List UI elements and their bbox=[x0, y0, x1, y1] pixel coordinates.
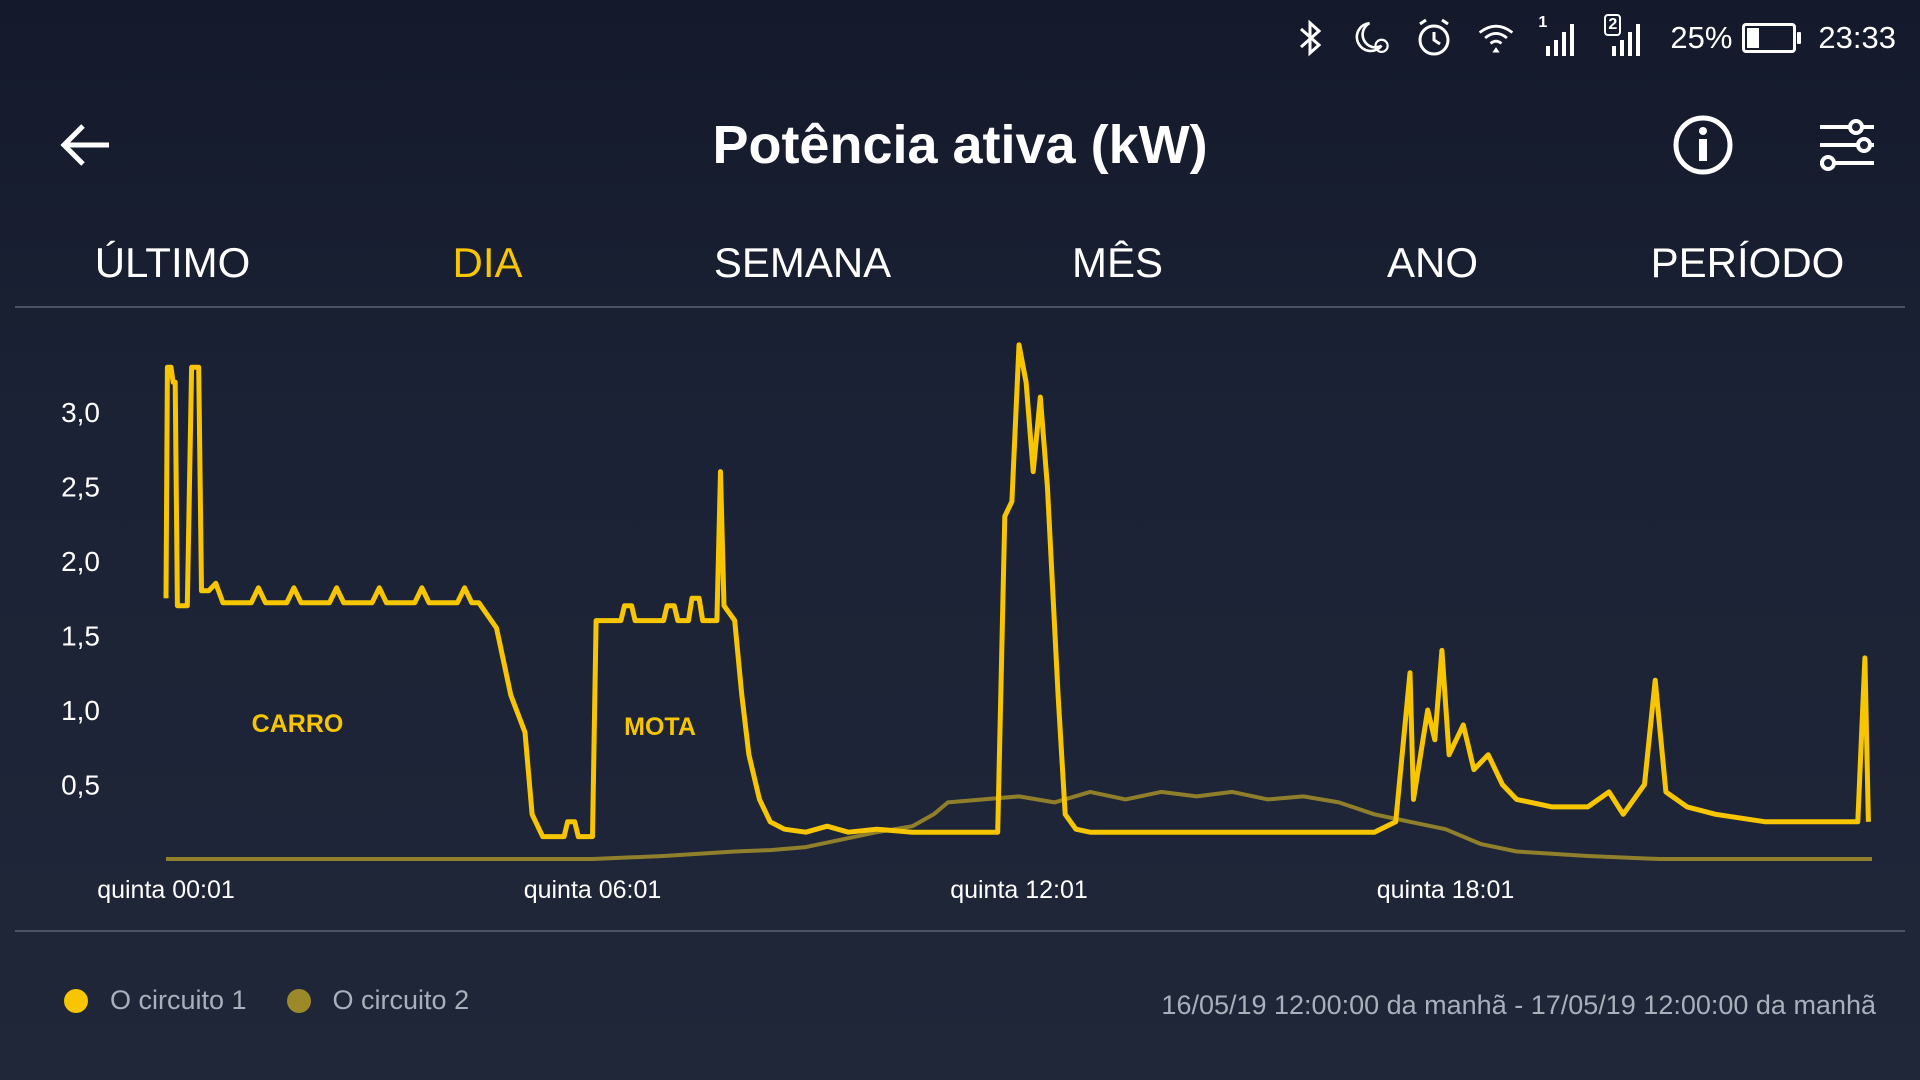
bluetooth-icon bbox=[1290, 18, 1330, 58]
wifi-icon bbox=[1476, 18, 1516, 58]
chart-annotation: MOTA bbox=[624, 713, 696, 741]
info-button[interactable] bbox=[1668, 110, 1738, 180]
tab-ano[interactable]: ANO bbox=[1386, 239, 1478, 286]
y-tick-label: 2,0 bbox=[61, 546, 100, 577]
period-tabs: ÚLTIMO DIA SEMANA MÊS ANO PERÍODO bbox=[15, 228, 1905, 308]
y-tick-label: 1,5 bbox=[61, 621, 100, 652]
moon-alarm-icon bbox=[1352, 18, 1392, 58]
tab-mes[interactable]: MÊS bbox=[1071, 239, 1163, 286]
x-tick-label: quinta 00:01 bbox=[97, 876, 235, 904]
signal-icon: 1 bbox=[1538, 14, 1582, 58]
x-tick-label: quinta 06:01 bbox=[524, 876, 662, 904]
signal-icon: 2 bbox=[1604, 14, 1648, 58]
chart-legend: O circuito 1 O circuito 2 bbox=[64, 985, 509, 1016]
tab-periodo[interactable]: PERÍODO bbox=[1650, 239, 1845, 286]
tab-dia[interactable]: DIA bbox=[452, 239, 523, 286]
alarm-clock-icon bbox=[1414, 18, 1454, 58]
x-tick-label: quinta 12:01 bbox=[950, 876, 1088, 904]
legend-item-circuit-1[interactable]: O circuito 1 bbox=[64, 985, 247, 1016]
battery-fill bbox=[1747, 28, 1760, 48]
back-arrow-icon bbox=[60, 124, 109, 166]
status-bar: 1 2 25% 23:33 bbox=[1290, 0, 1896, 76]
series-line-circuit-1 bbox=[163, 342, 1871, 840]
battery-icon bbox=[1742, 23, 1802, 53]
status-time: 23:33 bbox=[1818, 20, 1896, 55]
filter-settings-button[interactable] bbox=[1812, 110, 1882, 180]
tab-semana[interactable]: SEMANA bbox=[713, 239, 892, 286]
legend-label-circuit-1: O circuito 1 bbox=[110, 985, 247, 1015]
tab-ultimo[interactable]: ÚLTIMO bbox=[94, 239, 251, 286]
power-chart[interactable]: 3,0 2,5 2,0 1,5 1,0 0,5 quinta 00:01 quinta 06:… bbox=[0, 310, 1920, 910]
chart-annotation: CARRO bbox=[252, 710, 344, 738]
sim1-label: 1 bbox=[1538, 14, 1548, 31]
chart-divider bbox=[15, 930, 1905, 932]
series-line-circuit-2 bbox=[166, 789, 1872, 861]
battery-indicator: 25% bbox=[1670, 20, 1802, 56]
y-tick-label: 0,5 bbox=[61, 770, 100, 801]
page-title: Potência ativa (kW) bbox=[712, 115, 1208, 175]
back-button[interactable] bbox=[50, 110, 120, 180]
date-range-text: 16/05/19 12:00:00 da manhã - 17/05/19 12… bbox=[1161, 990, 1876, 1020]
y-tick-label: 2,5 bbox=[61, 472, 100, 503]
legend-dot-circuit-2 bbox=[286, 988, 311, 1013]
y-tick-label: 3,0 bbox=[61, 397, 100, 428]
sim2-label: 2 bbox=[1604, 14, 1622, 36]
y-tick-label: 1,0 bbox=[61, 695, 100, 726]
sliders-icon bbox=[1820, 119, 1874, 171]
x-tick-label: quinta 18:01 bbox=[1377, 876, 1515, 904]
legend-label-circuit-2: O circuito 2 bbox=[332, 985, 470, 1015]
battery-percent: 25% bbox=[1670, 20, 1733, 55]
legend-dot-circuit-1 bbox=[64, 988, 88, 1013]
info-icon bbox=[1673, 115, 1733, 175]
app-bar: Potência ativa (kW) bbox=[0, 86, 1920, 204]
legend-item-circuit-2[interactable]: O circuito 2 bbox=[286, 985, 470, 1016]
